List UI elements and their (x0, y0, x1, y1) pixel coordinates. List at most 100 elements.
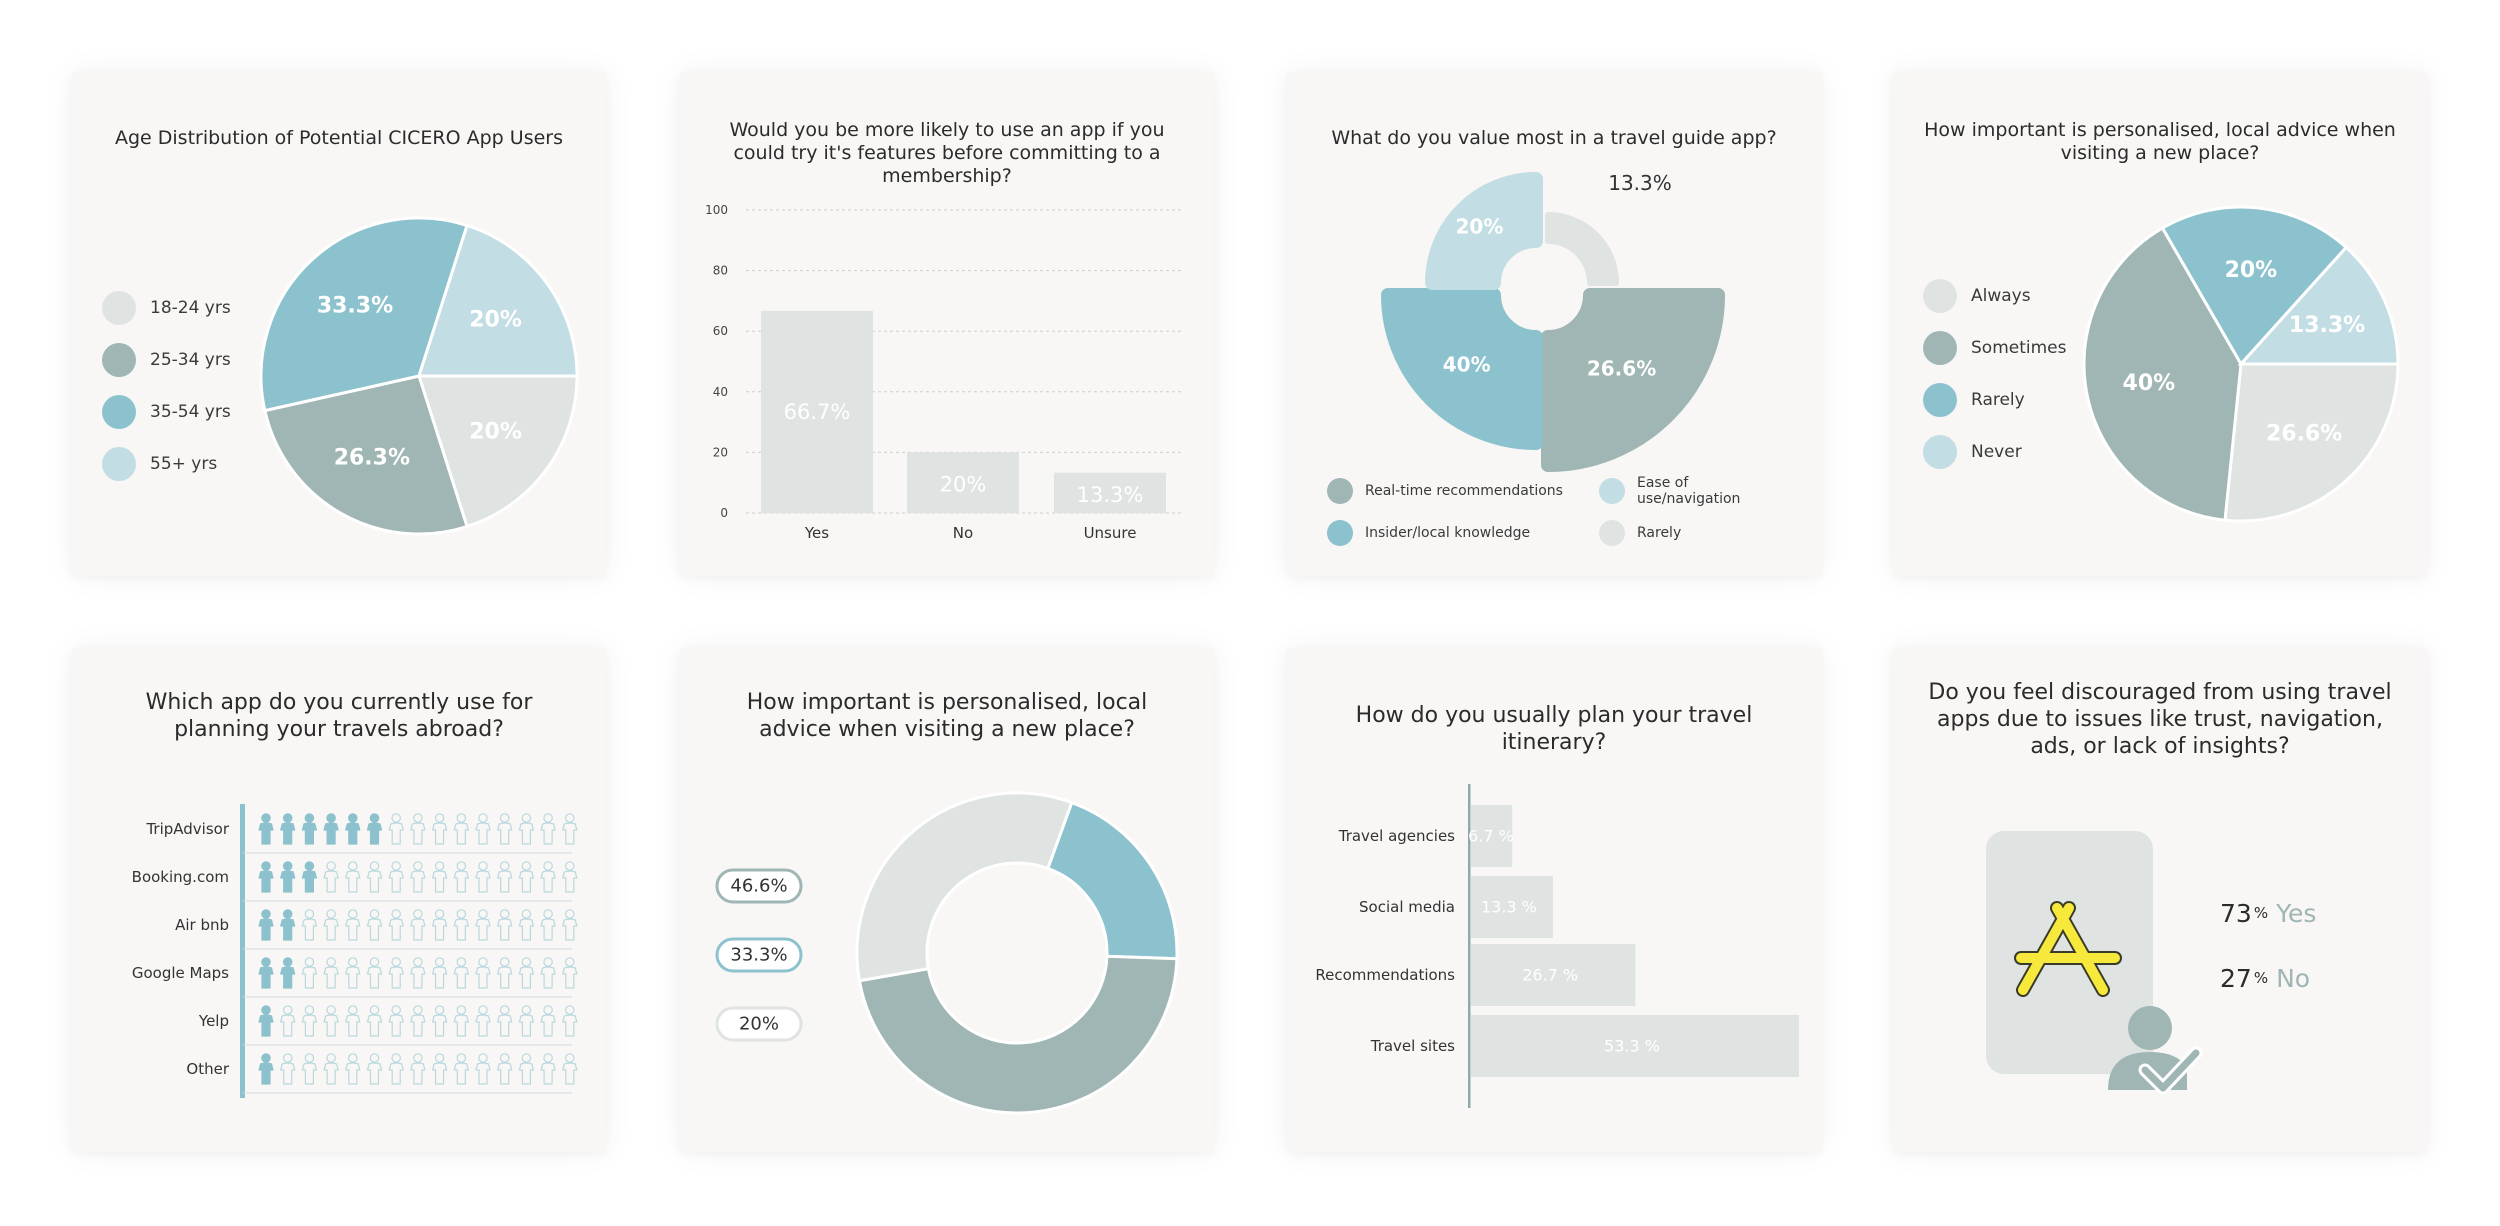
person-icon-empty (475, 909, 491, 941)
person-icon-empty (540, 909, 556, 941)
person-icon-empty (562, 909, 578, 941)
legend-label: Sometimes (1971, 338, 2067, 358)
person-icon-empty (366, 957, 383, 989)
legend-item: 55+ yrs (102, 438, 231, 490)
legend-item: Rarely (1923, 374, 2066, 426)
legend-swatch (1599, 478, 1625, 504)
stat-label: No (2276, 964, 2310, 993)
stat-unit: % (2254, 969, 2268, 987)
person-icon-empty (410, 957, 426, 989)
age-distribution-card: Age Distribution of Potential CICERO App… (72, 72, 606, 576)
person-icon-empty (518, 1005, 534, 1037)
quadrant-slice (1545, 212, 1619, 286)
person-icon-empty (388, 1005, 404, 1037)
y-tick-label: 20 (713, 445, 728, 459)
person-icon-empty (540, 957, 556, 989)
person-icon-empty (518, 909, 534, 941)
pie-slice (416, 374, 579, 529)
person-icon-empty (301, 1053, 317, 1085)
person-icon-empty (540, 1053, 556, 1085)
category-label: Travel sites (1370, 1037, 1455, 1055)
person-icon-empty (475, 1053, 491, 1085)
y-tick-label: 60 (713, 324, 728, 338)
person-icon-empty (432, 861, 448, 893)
bar (1054, 472, 1166, 513)
quadrant-slice (1381, 288, 1543, 450)
slice-value-label: 13.3% (1608, 171, 1672, 195)
legend-swatch (102, 343, 136, 377)
legend-item: 35-54 yrs (102, 386, 231, 438)
legend-item: 25-34 yrs (102, 334, 231, 386)
user-icon (2128, 1006, 2172, 1050)
category-label: Yelp (198, 1012, 229, 1030)
x-tick-label: Unsure (1084, 524, 1137, 542)
planning-apps-card: Which app do you currently use for plann… (72, 648, 606, 1152)
person-icon-empty (388, 813, 404, 845)
person-icon-empty (388, 1053, 404, 1085)
bar-value-label: 53.3 % (1604, 1037, 1660, 1056)
legend-label: Never (1971, 442, 2022, 462)
person-icon-empty (345, 861, 361, 893)
person-icon-filled (258, 909, 274, 941)
bar (761, 310, 873, 513)
donut-slice (1045, 800, 1179, 961)
try-before-membership-card: Would you be more likely to use an app i… (680, 72, 1214, 576)
stat-number: 73 (2220, 899, 2252, 928)
legend-label: Rarely (1637, 525, 1682, 541)
person-icon-empty (562, 861, 578, 893)
slice-value-label: 33.3% (317, 294, 393, 319)
slice-value-label: 20% (2225, 258, 2278, 283)
quadrant-chart: 26.6% 40% 20% 13.3% (1381, 171, 1725, 472)
person-icon-empty (323, 957, 339, 989)
bar (907, 452, 1019, 513)
person-icon-filled (258, 861, 274, 893)
person-icon-filled (258, 813, 274, 845)
person-icon-empty (518, 813, 534, 845)
legend-item: Insider/local knowledge (1327, 512, 1599, 554)
person-icon-empty (432, 1053, 448, 1085)
person-icon-empty (453, 1053, 469, 1085)
pie-slice (416, 223, 579, 378)
person-icon-empty (410, 861, 426, 893)
legend-swatch (1923, 279, 1957, 313)
person-icon-empty (301, 1005, 317, 1037)
person-icon-empty (432, 957, 448, 989)
donut-chart: 46.6% 33.3% 20% (715, 791, 1179, 1115)
category-label: Google Maps (132, 964, 229, 982)
personalised-advice-card: How important is personalised, local adv… (1893, 72, 2427, 576)
itinerary-planning-card: How do you usually plan your travel itin… (1287, 648, 1821, 1152)
legend-label: Rarely (1971, 390, 2025, 410)
legend-label: 55+ yrs (150, 454, 218, 474)
person-icon-empty (366, 909, 383, 941)
bar-value-label: 13.3% (1077, 483, 1144, 507)
person-icon-empty (366, 861, 383, 893)
person-icon-empty (280, 1053, 296, 1085)
value-pill (715, 1006, 803, 1042)
person-icon-filled (258, 957, 274, 989)
pie-chart: 20% 26.3% 33.3% 20% (259, 216, 579, 536)
person-icon-empty (280, 1005, 296, 1037)
person-icon-empty (475, 1005, 491, 1037)
legend-swatch (102, 291, 136, 325)
person-icon-empty (540, 813, 556, 845)
donut-slice (857, 954, 1179, 1115)
legend-item: 18-24 yrs (102, 282, 231, 334)
person-icon-filled (301, 813, 317, 845)
person-icon-empty (453, 909, 469, 941)
person-icon-filled (258, 1053, 274, 1085)
slice-value-label: 26.6% (2266, 421, 2342, 446)
legend-swatch (102, 395, 136, 429)
stat-line: 27% No (2220, 964, 2310, 993)
chart-title: What do you value most in a travel guide… (1331, 127, 1777, 149)
slice-value-label: 40% (2123, 371, 2176, 396)
category-label: TripAdvisor (145, 820, 229, 838)
chart-title: How do you usually plan your travel itin… (1355, 703, 1753, 755)
person-icon-empty (518, 957, 534, 989)
legend-swatch (1923, 383, 1957, 417)
discouraged-card: Do you feel discouraged from using trave… (1893, 648, 2427, 1152)
bar (1471, 944, 1636, 1006)
legend-label: 35-54 yrs (150, 402, 231, 422)
person-icon-empty (323, 1053, 339, 1085)
pie-slice (2082, 225, 2243, 522)
bar-value-label: 13.3 % (1481, 898, 1537, 917)
